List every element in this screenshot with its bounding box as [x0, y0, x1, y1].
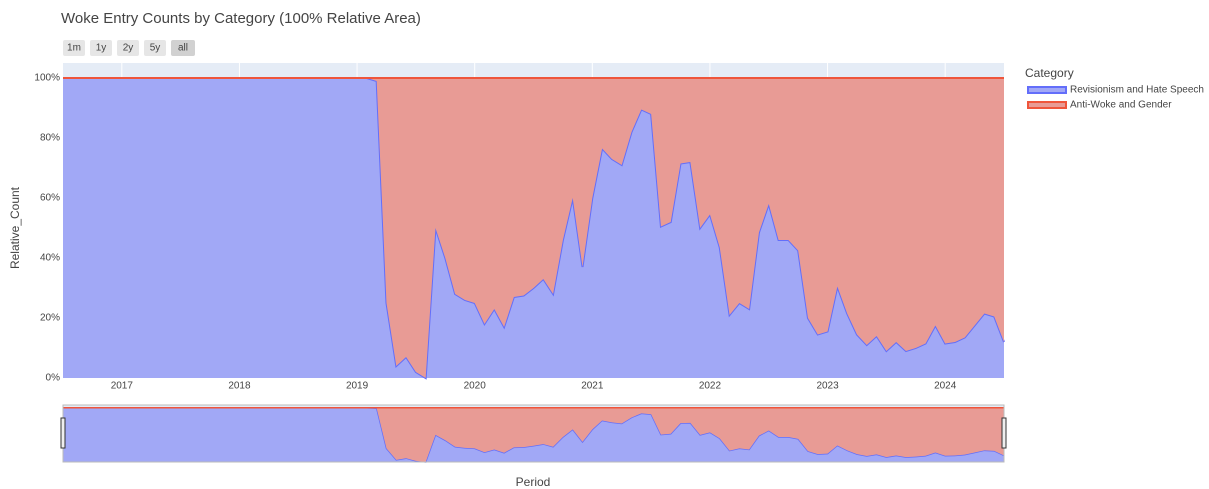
slider-handle[interactable]	[60, 417, 66, 449]
x-axis-title: Period	[516, 475, 551, 489]
y-tick-label: 0%	[46, 373, 61, 384]
range-button-bg[interactable]	[144, 40, 166, 56]
y-tick-label: 20%	[40, 313, 60, 324]
y-tick-label: 100%	[34, 73, 60, 84]
range-button[interactable]: all	[171, 40, 195, 56]
range-button-bg[interactable]	[171, 40, 195, 56]
range-button-label[interactable]: 5y	[150, 43, 161, 54]
x-tick-label: 2020	[464, 381, 487, 392]
range-button-label[interactable]: all	[178, 43, 188, 54]
range-button[interactable]: 1m	[63, 40, 85, 56]
legend-swatch[interactable]	[1027, 101, 1067, 109]
range-button[interactable]: 1y	[90, 40, 112, 56]
x-tick-label: 2023	[816, 381, 839, 392]
x-tick-label: 2024	[934, 381, 957, 392]
range-button-label[interactable]: 2y	[123, 43, 134, 54]
range-button[interactable]: 5y	[144, 40, 166, 56]
range-button-bg[interactable]	[63, 40, 85, 56]
x-tick-label: 2022	[699, 381, 722, 392]
slider-handle[interactable]	[1001, 417, 1007, 449]
range-button[interactable]: 2y	[117, 40, 139, 56]
y-tick-label: 60%	[40, 193, 60, 204]
range-button-label[interactable]: 1m	[67, 43, 81, 54]
x-tick-label: 2019	[346, 381, 369, 392]
series-area	[63, 78, 1004, 378]
slider-series-area	[63, 407, 1004, 462]
y-tick-label: 80%	[40, 133, 60, 144]
x-tick-label: 2018	[228, 381, 251, 392]
range-button-label[interactable]: 1y	[96, 43, 107, 54]
slider-series-area	[63, 407, 1004, 462]
x-tick-label: 2021	[581, 381, 604, 392]
legend-swatch[interactable]	[1027, 86, 1067, 94]
y-axis-title: Relative_Count	[8, 186, 22, 269]
chart-title: Woke Entry Counts by Category (100% Rela…	[61, 10, 421, 27]
y-tick-label: 40%	[40, 253, 60, 264]
series-area	[63, 78, 1004, 378]
legend-title: Category	[1025, 66, 1074, 80]
range-button-bg[interactable]	[117, 40, 139, 56]
x-tick-label: 2017	[111, 381, 134, 392]
legend-label[interactable]: Anti-Woke and Gender	[1070, 100, 1172, 111]
legend-label[interactable]: Revisionism and Hate Speech	[1070, 85, 1204, 96]
range-button-bg[interactable]	[90, 40, 112, 56]
